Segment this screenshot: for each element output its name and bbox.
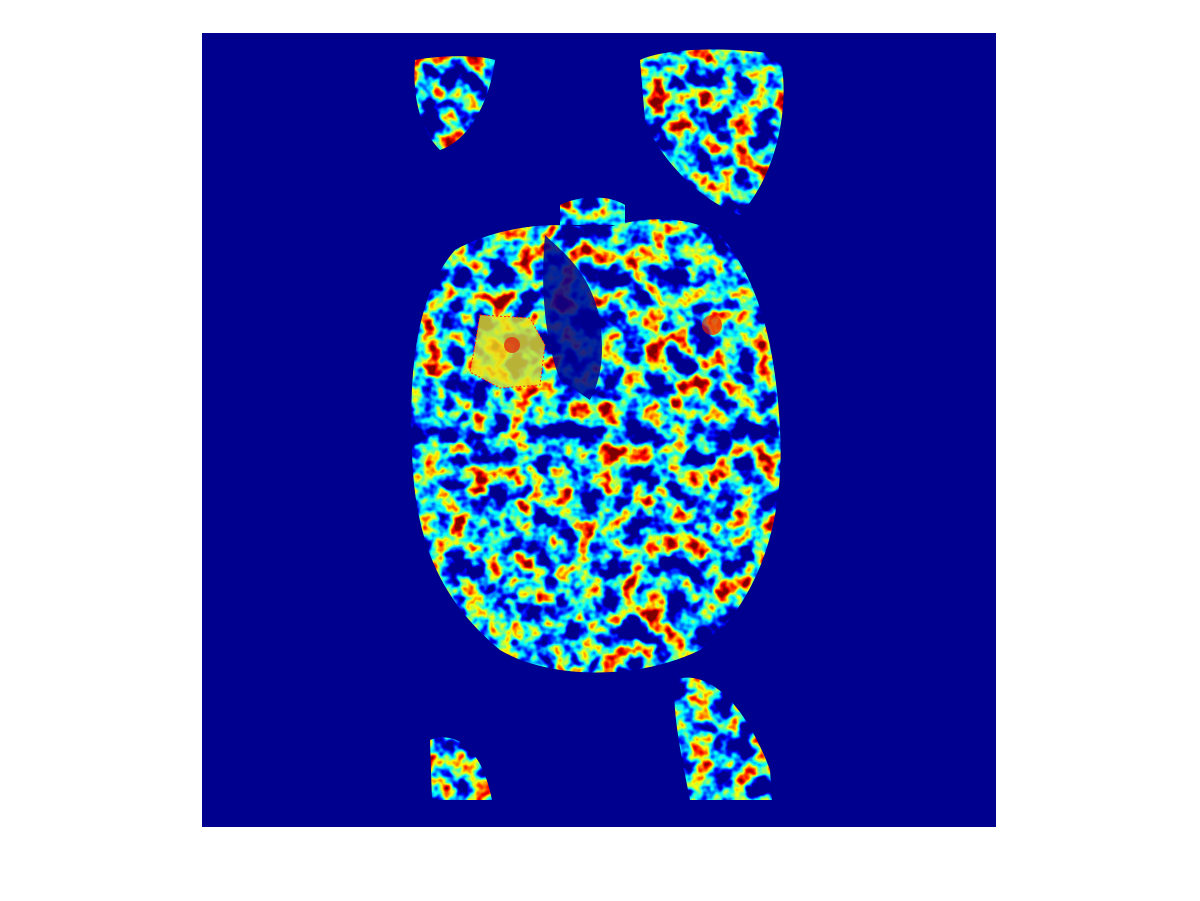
hotspot bbox=[702, 315, 722, 335]
lesion-core bbox=[504, 337, 520, 353]
ventricle bbox=[543, 235, 602, 400]
lesion-outline bbox=[469, 314, 546, 389]
